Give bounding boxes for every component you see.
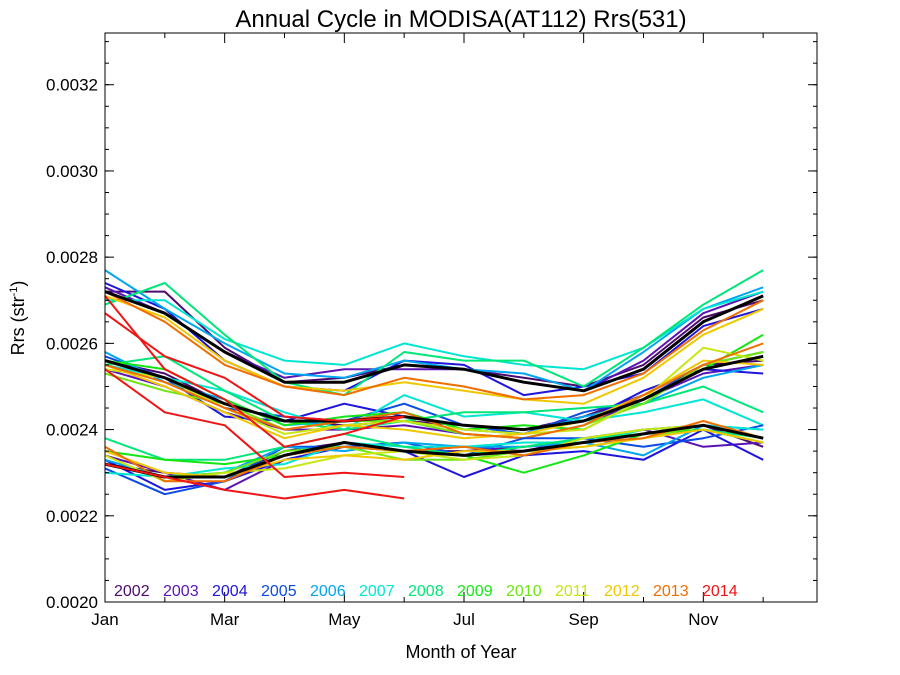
legend-item-2007: 2007 (359, 583, 395, 600)
axes-layer: 0.0020 0.0022 0.0024 0.0026 0.0028 0.0030 0.00… (46, 33, 817, 629)
series-line-21 (104, 354, 764, 432)
series-line-17 (104, 351, 764, 440)
y-tick-label: 0.0020 (46, 593, 98, 612)
x-tick-label: Mar (210, 610, 240, 629)
series-line-8 (104, 290, 764, 393)
x-tick-label: Sep (569, 610, 599, 629)
legend-item-2014: 2014 (702, 583, 738, 600)
y-axis-label-sup: -1 (8, 287, 20, 297)
series-line-5 (104, 269, 764, 397)
legend-item-2006: 2006 (310, 583, 346, 600)
series-line-34 (104, 423, 764, 479)
legend-item-2002: 2002 (114, 583, 150, 600)
series-line-37 (104, 463, 405, 500)
y-tick-label: 0.0032 (46, 76, 98, 95)
legend-item-2003: 2003 (163, 583, 199, 600)
legend-item-2011: 2011 (555, 583, 590, 600)
series-line-3 (104, 269, 764, 392)
x-tick-label: Jul (453, 610, 475, 629)
y-tick-label: 0.0022 (46, 507, 98, 526)
legend-item-2013: 2013 (653, 583, 689, 600)
legend-item-2010: 2010 (506, 583, 542, 600)
series-line-7 (104, 290, 764, 401)
series-line-6 (104, 294, 764, 405)
x-tick-label: Jan (91, 610, 118, 629)
chart-title: Annual Cycle in MODISA(AT112) Rrs(531) (235, 6, 686, 33)
series-line-35 (104, 295, 405, 448)
series-line-33 (104, 420, 764, 483)
y-axis-label-close: ) (8, 281, 28, 287)
series-line-15 (104, 355, 764, 431)
y-tick-label: 0.0024 (46, 421, 98, 440)
y-axis-label-main: Rrs (str (8, 296, 28, 355)
series-line-38 (104, 312, 405, 422)
plot-frame (104, 32, 818, 603)
legend-item-2005: 2005 (261, 583, 297, 600)
legend-item-2004: 2004 (212, 583, 248, 600)
legend: 2002 2003 2004 2005 2006 2007 2008 2009 2010 2011… (114, 583, 738, 600)
x-tick-label: May (328, 610, 361, 629)
legend-item-2008: 2008 (408, 583, 444, 600)
legend-item-2012: 2012 (604, 583, 640, 600)
series-line-20 (104, 342, 764, 440)
x-tick-label: Nov (688, 610, 719, 629)
y-tick-label: 0.0026 (46, 334, 98, 353)
y-tick-label: 0.0028 (46, 248, 98, 267)
series-layer (104, 269, 764, 500)
series-line-36 (104, 368, 405, 478)
y-axis-label: Rrs (str-1) (8, 281, 28, 356)
series-line-14 (104, 363, 764, 431)
x-axis-label: Month of Year (405, 642, 516, 662)
legend-item-2009: 2009 (457, 583, 493, 600)
y-tick-label: 0.0030 (46, 162, 98, 181)
